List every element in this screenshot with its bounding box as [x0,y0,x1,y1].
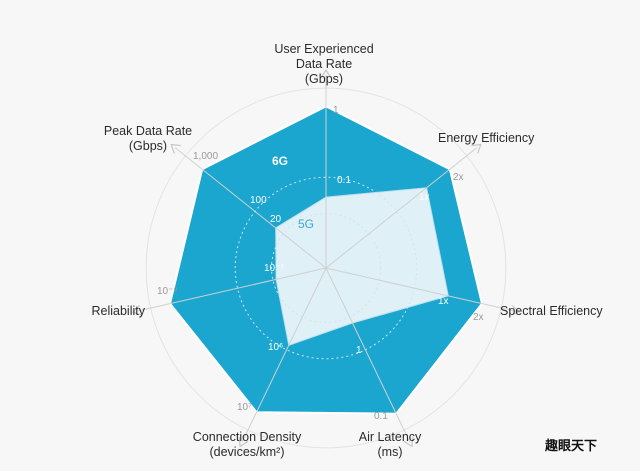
axis-7-tick-1: 20 [270,214,282,225]
watermark: 趣眼天下 [544,438,597,454]
spoke-arrow-4 [403,436,414,448]
axis-label-5: Connection Density (devices/km²) [193,430,302,459]
spoke-3 [325,267,515,312]
axis-2-tick-2: 2x [453,172,464,183]
axis-5-tick-2: 10⁷ [237,402,252,413]
axis-label-2-line-1: Energy Efficiency [438,131,535,145]
spoke-arrow-6 [131,304,143,316]
axis-label-7-line-1: Peak Data Rate [104,124,192,138]
spoke-arrow-7 [170,143,181,154]
axis-label-4-line-2: (ms) [378,445,403,459]
spoke-2 [325,147,478,269]
series-5g-label: 5G [298,217,314,231]
axis-label-1-line-3: (Gbps) [305,72,343,86]
spoke-layer [131,68,521,448]
axis-1-tick-1: 0.1 [337,175,351,186]
axis-label-1-line-2: Data Rate [296,57,352,71]
series-6g-label: 6G [272,154,288,168]
spoke-7 [174,147,327,269]
axis-6-tick-1: 10⁻⁵ [264,263,285,274]
spoke-arrow-2 [471,143,482,154]
axis-5-tick-1: 10⁶ [268,342,283,353]
axis-label-4-line-1: Air Latency [359,430,422,444]
axis-label-1-line-1: User Experienced [274,42,373,56]
spoke-arrow-3 [509,304,521,316]
axis-label-4: Air Latency (ms) [359,430,422,459]
axis-label-5-line-2: (devices/km²) [209,445,284,459]
axis-2-tick-1: 1x [419,192,430,203]
axis-1-tick-2: 1 [333,105,339,116]
axis-label-3-line-1: Spectral Efficiency [500,304,603,318]
axis-label-5-line-1: Connection Density [193,430,302,444]
axis-4-tick-2: 0.1 [374,411,388,422]
axis-label-6-line-1: Reliability [92,304,146,318]
axis-3-tick-1: 1x [438,296,449,307]
spoke-6 [137,267,327,312]
axis-3-tick-2: 2x [473,312,484,323]
spoke-5 [241,267,327,443]
axis-label-7-line-2: (Gbps) [129,139,167,153]
spoke-arrow-1 [320,68,332,79]
axis-label-6: Reliability [92,304,146,318]
axis-7-tick-3: 1,000 [193,151,218,162]
axis-label-1: User Experienced Data Rate (Gbps) [274,42,373,86]
series-5g-area [275,187,449,346]
axis-label-3: Spectral Efficiency [500,304,603,318]
spoke-4 [325,267,411,443]
axis-6-tick-2: 10⁻⁹ [157,286,178,297]
axis-7-tick-2: 100 [250,195,267,206]
axis-label-2: Energy Efficiency [438,131,535,145]
spoke-arrow-5 [238,436,249,448]
axis-4-tick-1: 1 [356,345,362,356]
axis-label-7: Peak Data Rate (Gbps) [104,124,192,153]
